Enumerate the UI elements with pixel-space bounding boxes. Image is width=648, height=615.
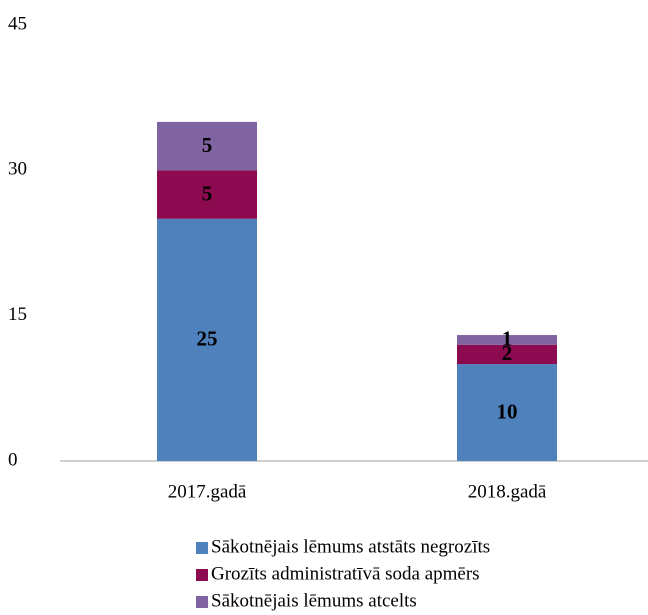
data-label: 25	[197, 327, 218, 351]
x-tick-label: 2018.gadā	[468, 481, 547, 502]
y-tick-label: 30	[8, 159, 27, 180]
legend-swatch	[196, 596, 208, 608]
x-tick-label: 2017.gadā	[168, 481, 247, 502]
data-label: 10	[497, 399, 518, 423]
data-label: 5	[202, 133, 213, 157]
y-tick-label: 0	[8, 449, 18, 470]
bar-segment	[157, 170, 257, 219]
bar-segment	[457, 335, 557, 345]
legend-swatch	[196, 569, 208, 581]
bar-segment	[157, 218, 257, 461]
bar-segment	[457, 344, 557, 365]
data-label: 5	[202, 181, 213, 205]
bar-segment	[457, 364, 557, 461]
data-label: 2	[502, 341, 513, 365]
legend-label: Sākotnējais lēmums atstāts negrozīts	[211, 536, 490, 557]
legend-label: Sākotnējais lēmums atcelts	[211, 590, 417, 611]
legend-label: Grozīts administratīvā soda apmērs	[211, 563, 480, 584]
legend-swatch	[196, 542, 208, 554]
y-tick-label: 45	[8, 13, 27, 34]
bar-segment	[157, 121, 257, 171]
y-tick-label: 15	[8, 304, 27, 325]
data-label: 1	[502, 327, 513, 351]
